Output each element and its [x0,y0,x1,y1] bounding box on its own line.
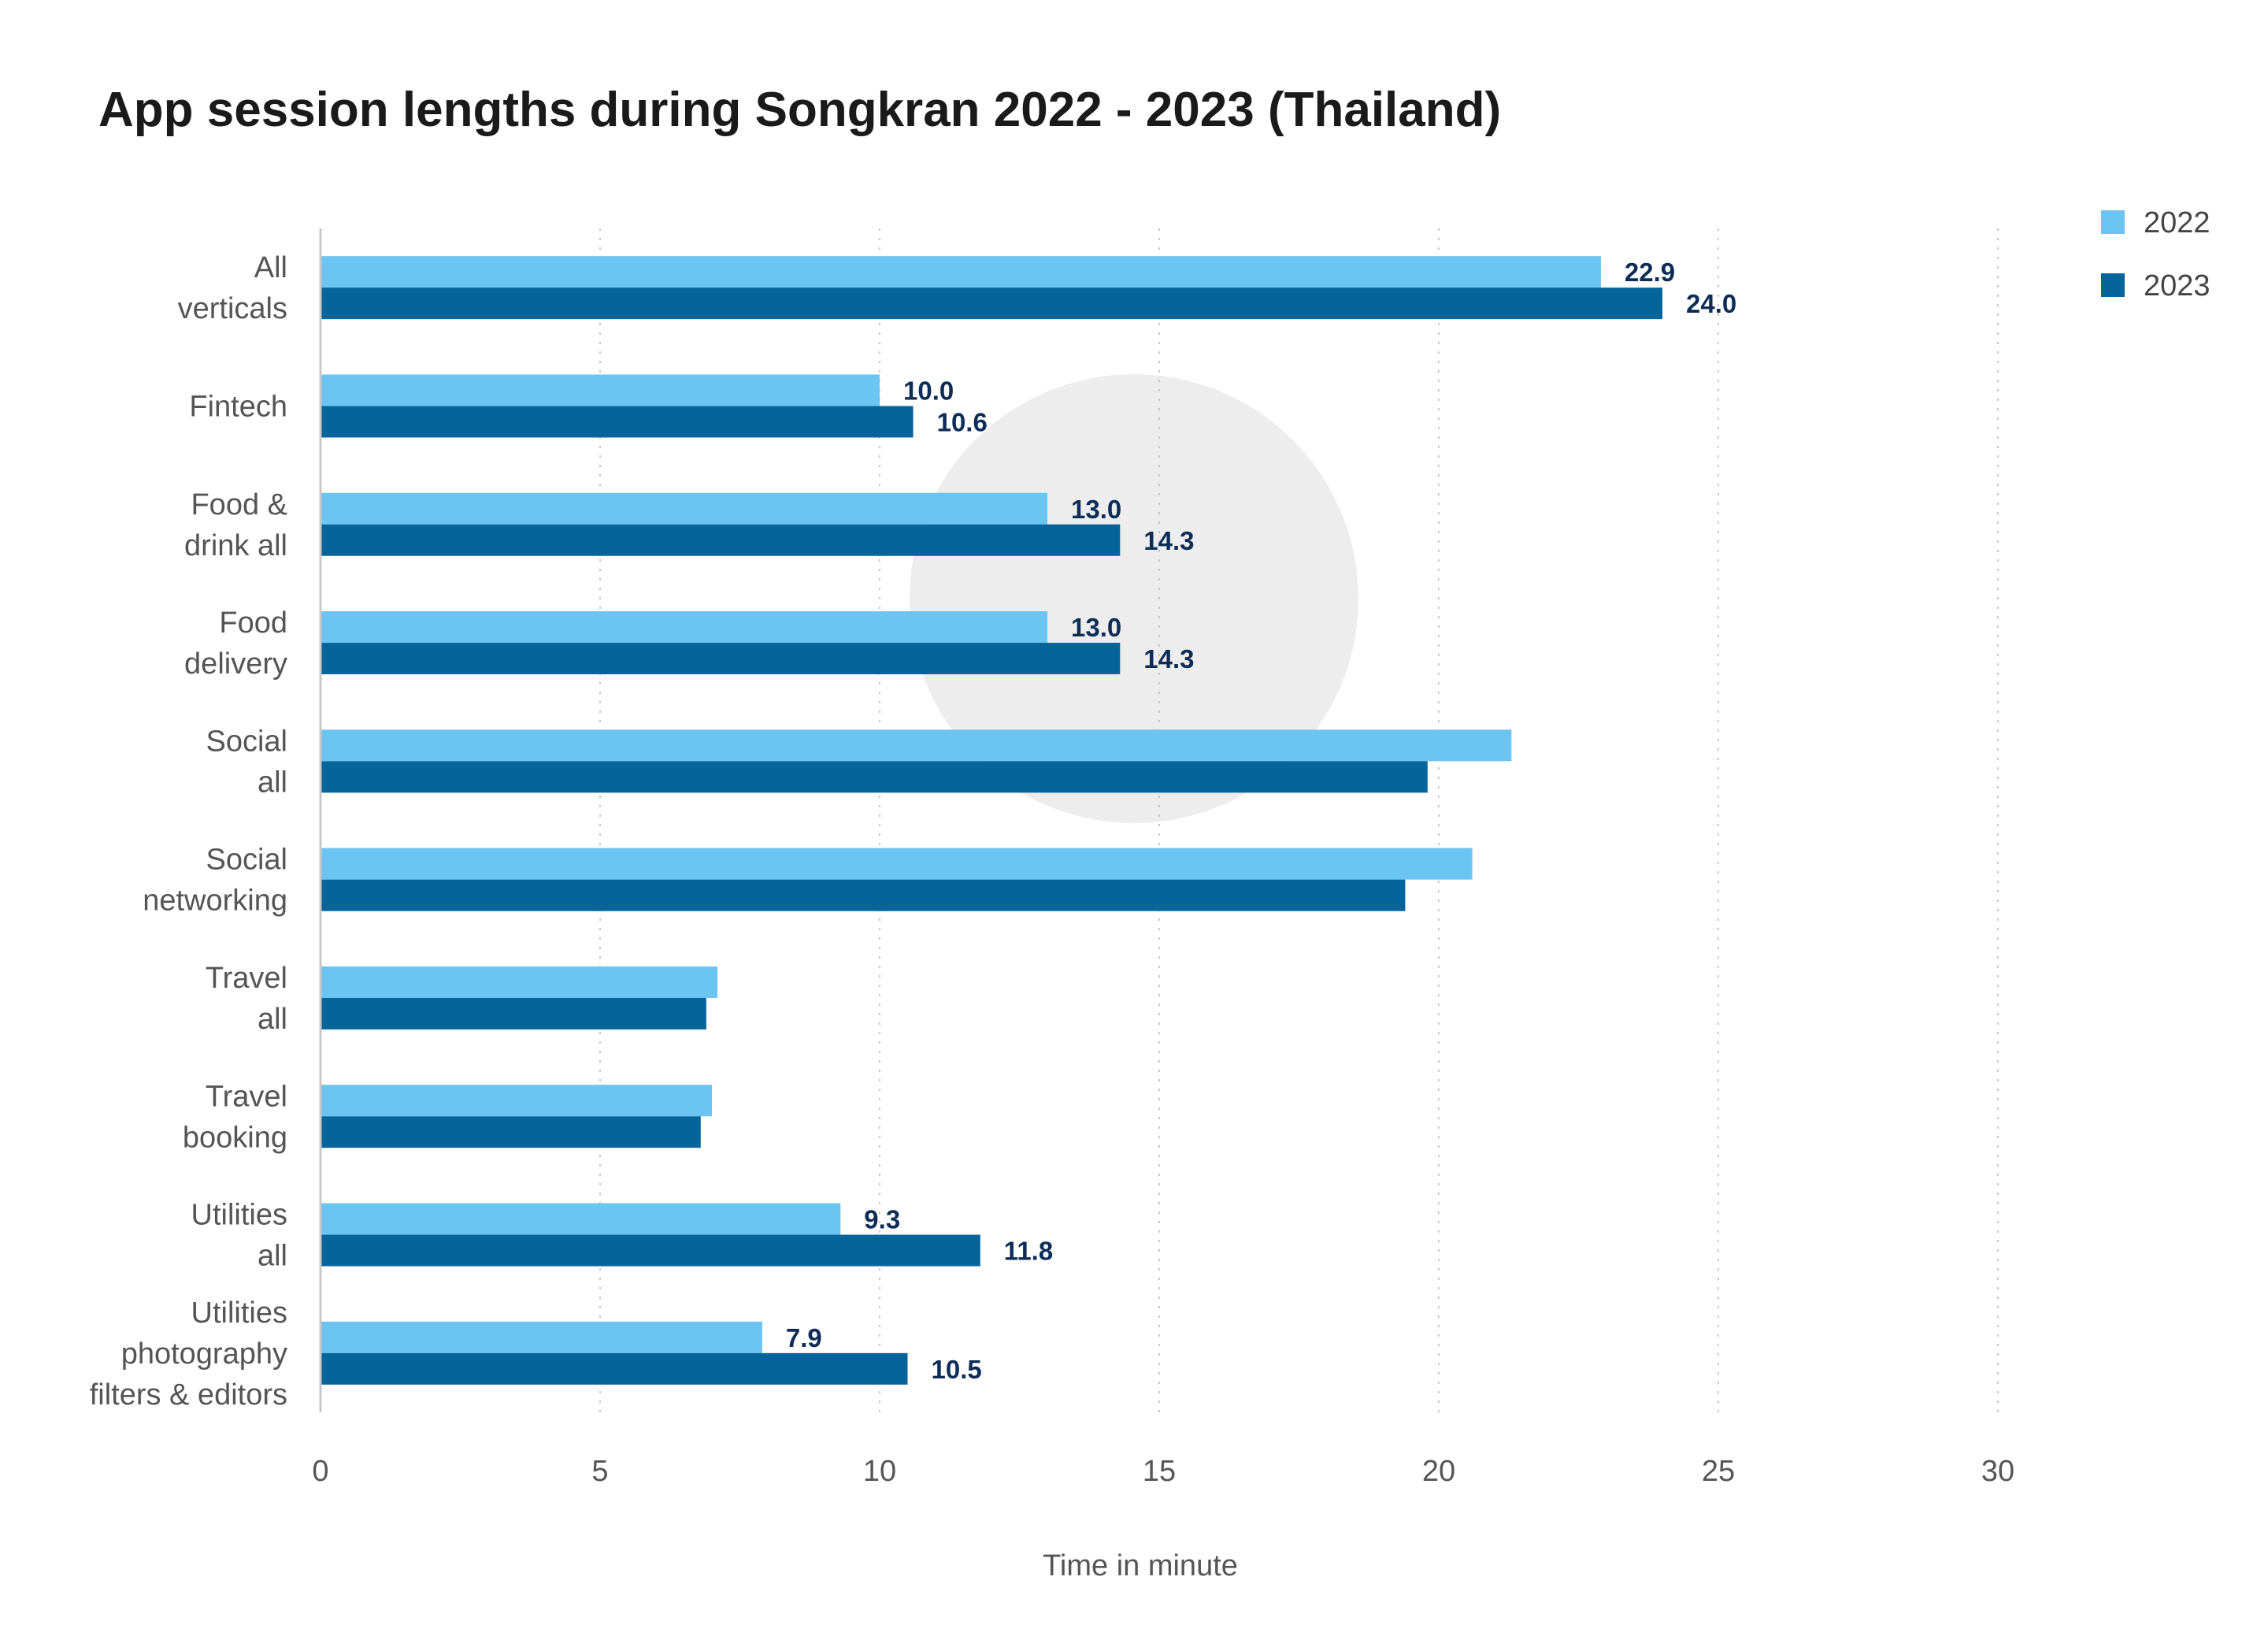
category-label: Social [206,844,288,877]
legend-swatch-2023 [2101,273,2125,297]
category-label: Fintech [189,390,287,423]
category-label: delivery [184,647,287,681]
bar-2023 [321,879,1406,911]
legend-label-2022: 2022 [2144,206,2211,239]
bar-2022 [321,729,1512,762]
category-label: all [258,1240,287,1273]
bar-2023 [321,643,1121,675]
bar-2023 [321,761,1428,793]
bar-2022 [321,1321,762,1353]
category-labels: All verticals Fintech Food & drink all Food de… [90,251,287,1412]
category-label: booking [183,1121,287,1154]
data-label-2022: 7.9 [786,1323,822,1352]
category-label: verticals [178,292,287,325]
bar-2022 [321,611,1047,644]
bar-2022 [321,492,1047,525]
data-label-2023: 14.3 [1143,526,1194,555]
bar-2023 [321,1352,908,1385]
category-label: Travel [206,962,287,995]
category-label: all [258,1003,287,1036]
data-label-2023: 24.0 [1686,289,1736,318]
bar-2022 [321,1203,841,1235]
bar-2023 [321,1116,701,1148]
legend-swatch-2022 [2101,210,2125,234]
bar-2022 [321,966,718,998]
category-label: All [254,251,287,284]
data-label-2022: 13.0 [1071,613,1121,642]
x-tick-label: 0 [312,1455,328,1488]
data-label-2022: 9.3 [864,1205,900,1234]
x-axis-title: Time in minute [1043,1549,1238,1582]
legend: 2022 2023 [2101,206,2211,302]
x-tick-labels: 0 5 10 15 20 25 30 [312,1455,2014,1488]
bar-2023 [321,997,706,1029]
category-label: Food [219,607,287,640]
category-label: Utilities [191,1199,287,1232]
x-tick-label: 15 [1143,1455,1176,1488]
x-tick-label: 25 [1702,1455,1735,1488]
data-label-2023: 10.6 [937,407,988,436]
bar-2022 [321,256,1601,288]
bar-2023 [321,288,1662,320]
bar-2022 [321,848,1473,880]
data-label-2023: 11.8 [1004,1237,1053,1266]
data-label-2023: 14.3 [1143,644,1194,673]
data-label-2022: 10.0 [903,376,954,405]
category-label: drink all [184,529,287,562]
watermark-logo [910,374,1358,823]
bar-2022 [321,374,880,406]
data-labels: 22.9 24.0 10.010.6 13.0 14.3 13.0 14.3 9.3 11.8 7… [786,258,1736,1384]
x-tick-label: 5 [591,1455,608,1488]
bar-2023 [321,1234,980,1267]
category-label: filters & editors [90,1378,287,1412]
data-label-2022: 13.0 [1071,495,1121,524]
category-label: Travel [206,1080,287,1113]
chart-title: App session lengths during Songkran 2022… [98,83,1501,137]
x-tick-label: 20 [1422,1455,1455,1488]
category-label: networking [143,885,287,918]
legend-label-2023: 2023 [2144,269,2211,302]
bar-2023 [321,406,914,438]
category-label: Food & [191,488,287,521]
category-label: Social [206,725,288,758]
x-tick-label: 10 [863,1455,896,1488]
data-label-2022: 22.9 [1625,258,1675,287]
bar-2023 [321,524,1121,556]
data-label-2023: 10.5 [932,1355,982,1384]
x-tick-label: 30 [1981,1455,2014,1488]
category-label: all [258,766,287,799]
category-label: Utilities [191,1297,287,1330]
category-label: photography [121,1337,287,1371]
bars [321,256,1662,1385]
bar-2022 [321,1085,712,1117]
